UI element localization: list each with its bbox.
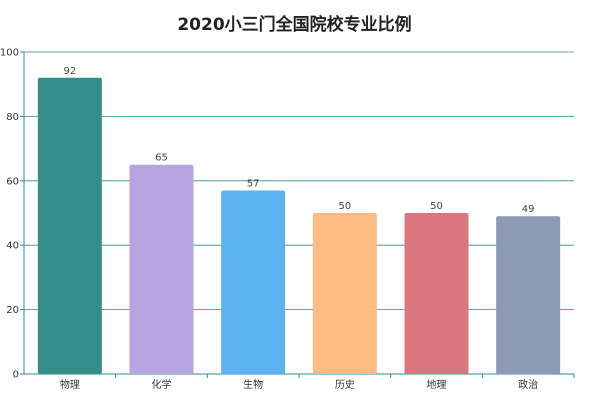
x-tick-label: 物理 [60,378,80,391]
y-tick-label: 60 [6,176,19,187]
y-tick-label: 80 [6,112,19,123]
data-label: 49 [522,204,535,215]
data-label: 50 [430,201,443,212]
y-tick-label: 40 [6,241,19,252]
x-tick-label: 化学 [152,378,172,391]
bar [404,213,469,374]
y-tick-label: 100 [0,48,19,59]
y-tick-label: 20 [6,305,19,316]
bar [312,213,377,374]
bar [496,216,561,374]
data-label: 50 [338,201,351,212]
data-label: 92 [63,66,76,77]
bar [37,77,102,374]
x-tick-label: 历史 [335,379,355,391]
x-tick-label: 地理 [427,378,447,391]
bar [221,190,286,374]
data-label: 65 [155,153,168,164]
bar [129,164,194,374]
chart-title: 2020小三门全国院校专业比例 [177,15,412,35]
y-tick-label: 0 [13,370,19,381]
x-tick-label: 政治 [518,378,538,391]
data-label: 57 [247,178,260,189]
x-tick-label: 生物 [243,378,263,391]
